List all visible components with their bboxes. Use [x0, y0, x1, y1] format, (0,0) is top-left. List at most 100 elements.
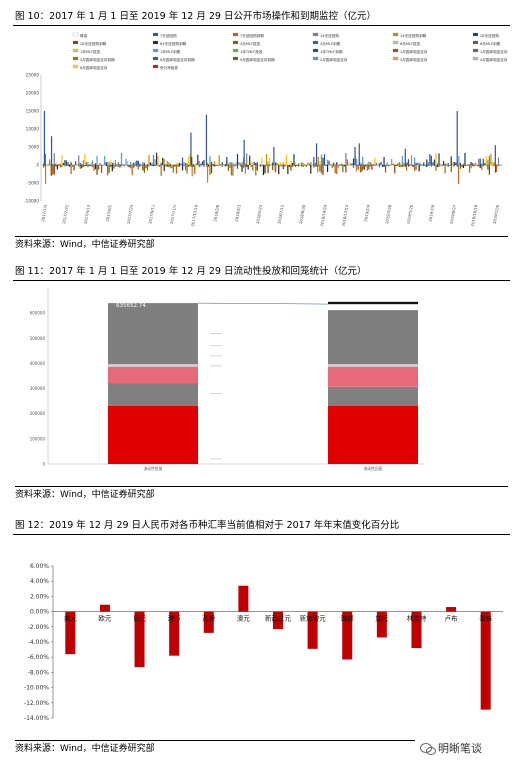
daily-bar: [227, 163, 229, 165]
daily-bar: [272, 165, 274, 171]
daily-bar: [209, 155, 211, 165]
legend-swatch: [312, 48, 319, 53]
daily-bar: [365, 165, 367, 167]
y-tick-label: 500000: [30, 336, 46, 341]
daily-bar: [360, 165, 362, 172]
daily-bar: [435, 165, 437, 171]
daily-bar: [388, 165, 390, 167]
daily-bar: [465, 164, 468, 165]
y-tick-label: 400000: [30, 361, 46, 366]
bar: [480, 611, 491, 710]
category-label: 欧元: [98, 614, 112, 623]
daily-bar: [487, 159, 489, 165]
stack-segment: [108, 366, 198, 384]
daily-bar: [221, 161, 223, 165]
daily-bar: [470, 161, 472, 165]
daily-bar: [400, 165, 402, 167]
daily-bar: [146, 163, 149, 165]
daily-bar: [165, 164, 167, 165]
daily-bar: [471, 165, 474, 167]
daily-bar: [256, 162, 258, 165]
daily-bar: [410, 165, 413, 166]
daily-bar: [363, 162, 365, 165]
category-label: 美元: [64, 614, 78, 623]
daily-bar: [224, 164, 226, 165]
daily-bar: [362, 165, 364, 171]
daily-bar: [137, 165, 139, 170]
daily-bar: [139, 163, 141, 165]
daily-bar: [490, 153, 492, 165]
daily-bar: [330, 164, 332, 165]
daily-bar: [189, 165, 191, 167]
daily-bar: [326, 159, 329, 165]
daily-bar: [436, 162, 439, 165]
daily-bar: [169, 165, 171, 168]
daily-bar: [255, 165, 257, 176]
legend-swatch: [312, 40, 319, 45]
daily-bar: [316, 165, 318, 168]
daily-bar: [49, 159, 51, 165]
spike-bar: [50, 136, 53, 165]
daily-bar: [120, 152, 123, 165]
daily-bar: [250, 165, 252, 168]
x-tick-label: 2019/12/6: [492, 204, 500, 225]
daily-bar: [178, 165, 181, 167]
daily-bar: [297, 163, 300, 165]
daily-bar: [247, 164, 249, 165]
connector-line: [197, 302, 329, 305]
daily-bar: [82, 160, 84, 165]
daily-bar: [438, 153, 440, 165]
category-label: 新西兰元: [265, 614, 292, 623]
daily-bar: [299, 165, 301, 166]
daily-bar: [191, 156, 193, 165]
daily-bar: [301, 162, 303, 165]
spike-bar: [354, 147, 356, 165]
spike-bar: [45, 165, 47, 184]
daily-bar: [131, 163, 133, 165]
daily-bar: [478, 165, 480, 167]
daily-bar: [278, 163, 280, 165]
figure-12-title: 图 12：2019 年 12 月 29 日人民币对各币种汇率当前值相对于 201…: [13, 517, 510, 535]
x-tick-label: 2018/7/12: [276, 204, 284, 225]
daily-bar: [409, 163, 411, 165]
daily-bar: [246, 153, 248, 165]
spike-bar: [359, 165, 361, 173]
spike-bar: [244, 165, 246, 174]
daily-bar: [189, 153, 191, 165]
figure-10-chart: 降准 7天逆回购 7天逆回购到期 14天逆回购 14天逆回购到期 28天逆回购 28天逆回购…: [24, 32, 508, 227]
daily-bar: [334, 165, 336, 174]
daily-bar: [418, 162, 420, 165]
legend-label: 1年MLF到期: [160, 49, 181, 54]
daily-bar: [395, 164, 397, 165]
daily-bar: [299, 163, 301, 165]
daily-bar: [374, 157, 376, 165]
x-tick-label: 2017/7/24: [126, 204, 134, 225]
daily-bar: [415, 165, 417, 170]
daily-bar: [223, 164, 225, 165]
daily-bar: [270, 163, 272, 165]
daily-bar: [171, 165, 173, 169]
daily-bar: [154, 165, 156, 166]
daily-bar: [296, 165, 298, 167]
daily-bar: [249, 155, 251, 165]
daily-bar: [479, 165, 481, 168]
spike-bar: [52, 165, 54, 176]
daily-bar: [265, 165, 268, 166]
daily-bar: [482, 158, 484, 165]
daily-bar: [452, 165, 454, 166]
daily-bar: [87, 165, 89, 168]
daily-bar: [453, 165, 455, 167]
daily-bar: [64, 160, 66, 165]
category-label: 港币: [168, 614, 181, 623]
top-value-label: 635652.74: [116, 303, 146, 309]
daily-bar: [114, 165, 116, 167]
wechat-icon: [420, 743, 436, 756]
top-band: [328, 301, 418, 305]
daily-bar: [169, 163, 171, 165]
daily-bar: [302, 165, 304, 168]
daily-bar: [229, 165, 231, 168]
daily-bar: [247, 165, 249, 170]
daily-bar: [217, 165, 219, 166]
daily-bar: [424, 165, 426, 166]
daily-bar: [293, 154, 295, 165]
